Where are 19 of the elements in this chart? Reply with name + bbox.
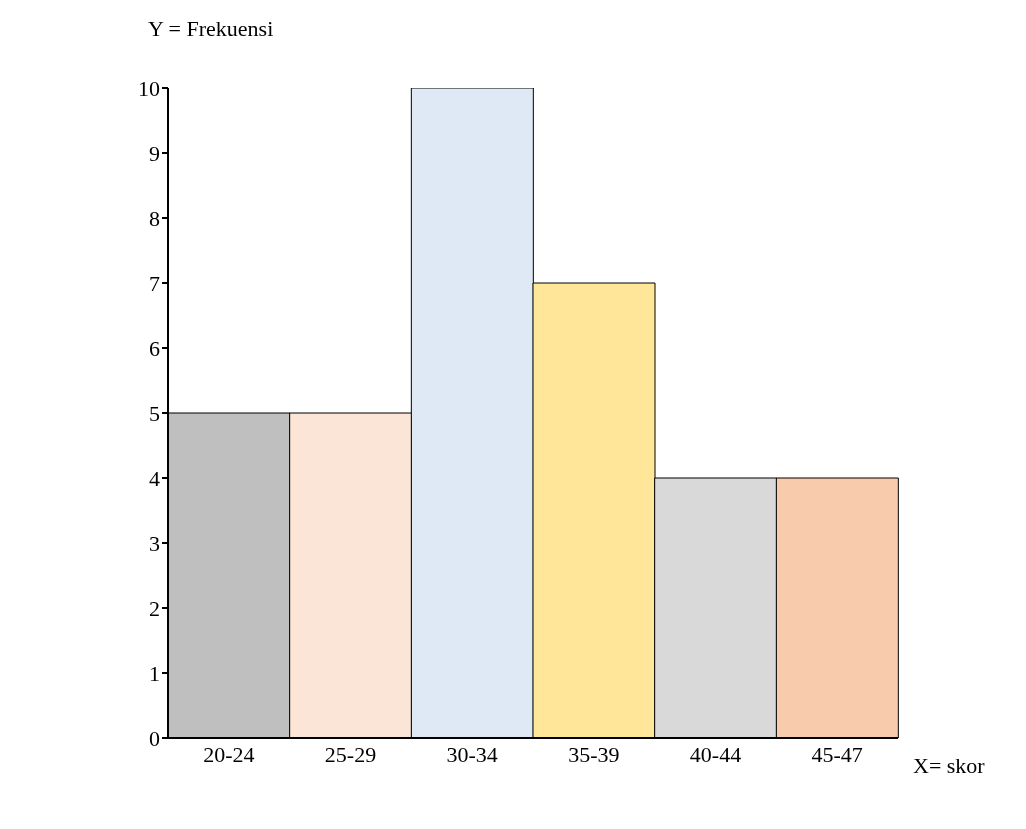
x-axis-title: X= skor bbox=[913, 753, 985, 779]
x-tick-label: 25-29 bbox=[324, 741, 377, 767]
y-tick-label: 10 bbox=[138, 75, 160, 101]
y-tick-label: 1 bbox=[149, 660, 160, 686]
y-tick-label: 6 bbox=[149, 335, 160, 361]
x-tick-label: 30-34 bbox=[446, 741, 498, 767]
x-tick-label: 40-44 bbox=[689, 741, 742, 767]
x-tick-label: 45-47 bbox=[811, 741, 863, 767]
y-tick-label: 2 bbox=[149, 595, 160, 621]
y-tick-label: 5 bbox=[149, 400, 160, 426]
x-tick-label: 20-24 bbox=[203, 741, 255, 767]
y-axis-title: Y = Frekuensi bbox=[148, 16, 274, 42]
y-tick-label: 9 bbox=[149, 140, 160, 166]
y-tick-label: 4 bbox=[149, 465, 160, 491]
x-tick-label: 35-39 bbox=[568, 741, 620, 767]
y-tick-label: 3 bbox=[149, 530, 160, 556]
y-tick-label: 8 bbox=[149, 205, 160, 231]
y-tick-label: 0 bbox=[149, 725, 160, 751]
y-tick-label: 7 bbox=[149, 270, 160, 296]
